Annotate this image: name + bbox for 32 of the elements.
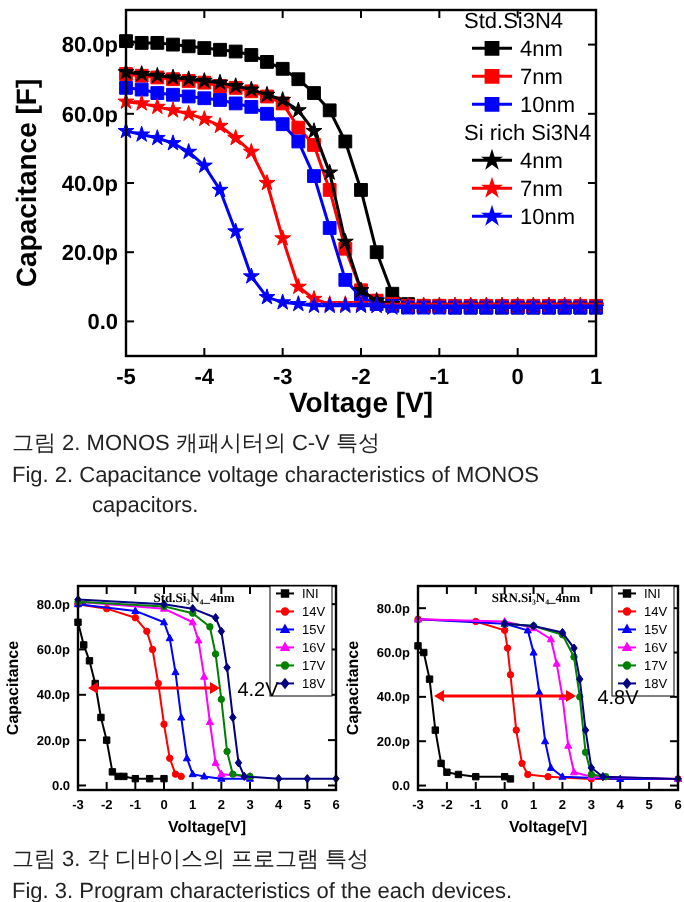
legend-label: 10nm [520, 94, 576, 118]
annotation: 4.8V [597, 688, 640, 710]
x-axis-title: Voltage[V] [509, 818, 588, 836]
x-axis-title: Voltage[V] [168, 818, 247, 836]
x-tick-label: -5 [116, 366, 136, 390]
caption: Fig. 2. Capacitance voltage characteristics of MONOS capacitors. [12, 464, 539, 518]
y-tick-label: 80.0p [61, 34, 119, 59]
caption: Fig. 3. Program characteristics of the each devices. [12, 880, 513, 902]
y-tick-label: 20.0p [61, 241, 119, 266]
y-axis-title: Capacitance [F] [10, 78, 42, 288]
x-tick-label: -1 [429, 366, 450, 390]
y-tick-label: 0.0 [87, 311, 118, 336]
legend-label: 10nm [520, 206, 576, 230]
y-axis-title: Capacitance [4, 639, 22, 736]
x-tick-label: -2 [351, 366, 371, 390]
y-tick-label: 40.0p [61, 172, 119, 197]
legend-label: 4nm [520, 150, 563, 174]
caption: 그림 3. 각 디바이스의 프로그램 특성 [12, 848, 369, 872]
x-tick-label: 0 [511, 366, 524, 390]
legend-title: Std.Si3N4 [464, 10, 564, 34]
x-tick-label: -4 [194, 366, 216, 390]
x-tick-label: -3 [272, 366, 293, 390]
annotation: Si rich Si3N4 [464, 122, 592, 146]
legend-label: 4nm [520, 38, 563, 62]
y-tick-label: 60.0p [61, 103, 119, 128]
x-tick-label: 1 [589, 366, 603, 390]
x-axis-title: Voltage [V] [288, 386, 434, 418]
legend-label: 7nm [520, 178, 563, 202]
legend-label: 7nm [520, 66, 563, 90]
y-axis-title: Capacitance [344, 639, 362, 736]
caption: 그림 2. MONOS 캐패시터의 C-V 특성 [12, 432, 380, 456]
annotation: 4.2V [237, 680, 280, 702]
